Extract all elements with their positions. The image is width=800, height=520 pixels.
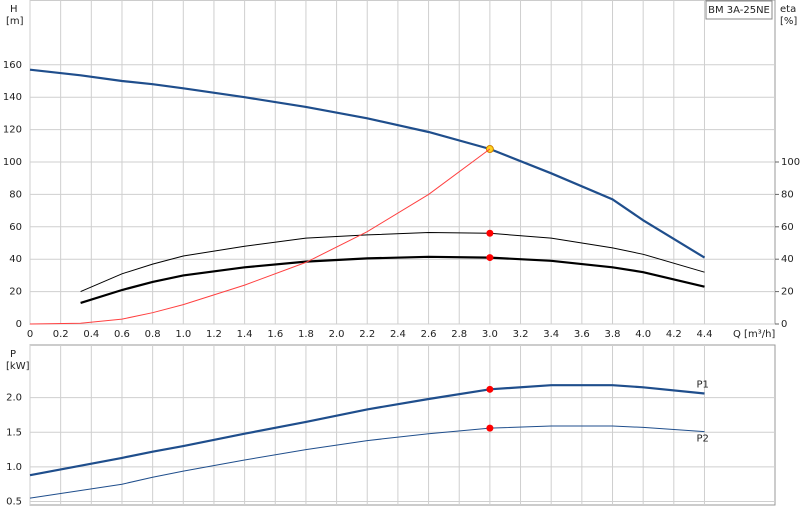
y2-axis-unit: [%]: [780, 16, 797, 27]
x-tick-label: 0.4: [83, 329, 99, 340]
y-tick-label: 20: [9, 287, 22, 298]
y-tick-label: 2.0: [6, 393, 22, 404]
x-tick-label: 1.0: [175, 329, 191, 340]
x-tick-label: 0.6: [114, 329, 130, 340]
y-tick-label: 160: [3, 60, 22, 71]
curve: [80, 231, 705, 293]
curve: [29, 384, 705, 477]
y-tick-label: 60: [9, 222, 22, 233]
duty-point: [486, 385, 494, 393]
x-tick-label: 0: [27, 329, 33, 340]
x-tick-label: 2.8: [451, 329, 467, 340]
y2-tick-label: 100: [781, 157, 800, 168]
chart-title: BM 3A-25NE: [708, 5, 770, 16]
series-label: P2: [696, 434, 708, 445]
y2-axis-label: eta: [780, 4, 796, 15]
curve: [29, 68, 706, 259]
x-tick-label: 0.2: [53, 329, 69, 340]
title-box: [705, 0, 773, 20]
x-tick-label: 3.6: [574, 329, 590, 340]
y2-tick-label: 80: [781, 189, 794, 200]
x-tick-label: 0.8: [145, 329, 161, 340]
y2-tick-label: 0: [781, 319, 787, 330]
duty-point: [486, 254, 494, 262]
x-tick-label: 1.4: [237, 329, 253, 340]
plot-area: [29, 344, 776, 506]
x-tick-label: 1.2: [206, 329, 222, 340]
y-axis-label: P: [10, 349, 16, 360]
x-tick-label: 1.6: [267, 329, 283, 340]
x-tick-label: 2.2: [359, 329, 375, 340]
x-tick-label: 1.8: [298, 329, 314, 340]
y-tick-label: 1.0: [6, 462, 22, 473]
duty-point: [486, 424, 494, 432]
y-tick-label: 120: [3, 125, 22, 136]
y-tick-label: 140: [3, 92, 22, 103]
y-axis-unit: [m]: [6, 16, 24, 27]
curve: [29, 148, 491, 325]
curve: [80, 255, 705, 304]
y-tick-label: 40: [9, 254, 22, 265]
series-label: P1: [696, 379, 708, 390]
x-tick-label: 2.6: [421, 329, 437, 340]
y-tick-label: 0.5: [6, 497, 22, 508]
y-tick-label: 0: [16, 319, 22, 330]
x-axis-label: Q [m³/h]: [733, 329, 775, 340]
x-tick-label: 3.4: [543, 329, 559, 340]
x-tick-label: 4.2: [666, 329, 682, 340]
y-tick-label: 80: [9, 189, 22, 200]
x-tick-label: 3.8: [605, 329, 621, 340]
x-tick-label: 3.0: [482, 329, 498, 340]
x-tick-label: 4.0: [635, 329, 651, 340]
y2-tick-label: 40: [781, 254, 794, 265]
x-tick-label: 2.0: [329, 329, 345, 340]
y-axis-label: H: [10, 4, 18, 15]
curve: [29, 425, 705, 499]
y2-tick-label: 60: [781, 222, 794, 233]
x-tick-label: 3.2: [513, 329, 529, 340]
y-axis-unit: [kW]: [6, 361, 30, 372]
y2-tick-label: 20: [781, 287, 794, 298]
duty-point: [486, 229, 494, 237]
x-tick-label: 2.4: [390, 329, 406, 340]
y-tick-label: 100: [3, 157, 22, 168]
x-tick-label: 4.4: [697, 329, 713, 340]
y-tick-label: 1.5: [6, 427, 22, 438]
